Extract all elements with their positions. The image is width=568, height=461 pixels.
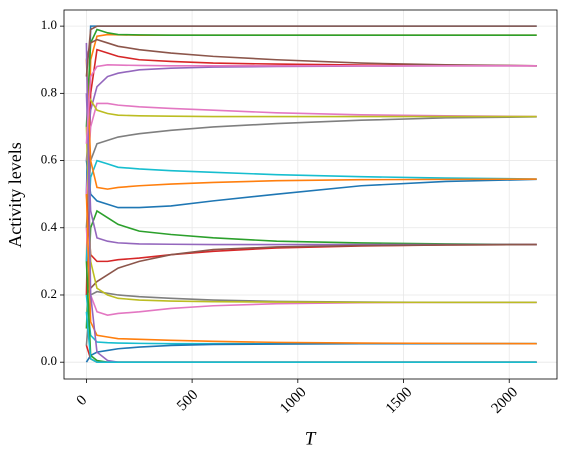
series-line	[85, 59, 537, 190]
series-line	[85, 243, 537, 296]
y-tick-label: 0.2	[41, 286, 57, 301]
series-line	[85, 25, 537, 77]
x-tick-label: 500	[174, 387, 201, 414]
series-line	[85, 345, 537, 363]
y-tick-label: 0.0	[41, 353, 57, 368]
x-tick-label: 1000	[277, 384, 310, 417]
plot-frame	[63, 9, 558, 380]
series-line	[85, 42, 537, 363]
series-line	[85, 116, 537, 228]
series-line	[85, 342, 537, 363]
series-line	[85, 290, 537, 346]
y-tick-label: 0.8	[41, 84, 57, 99]
x-tick-label: 0	[74, 392, 91, 409]
series-line	[85, 126, 537, 304]
series-line	[85, 92, 537, 118]
series-line	[85, 160, 537, 209]
y-axis-label: Activity levels	[5, 142, 25, 247]
x-tick-label: 1500	[383, 384, 416, 417]
series-line	[85, 311, 537, 363]
y-tick-label: 0.6	[41, 152, 58, 167]
series-line	[85, 194, 537, 345]
series-line	[85, 159, 537, 262]
series-line	[85, 63, 537, 144]
y-tick-label: 1.0	[41, 17, 57, 32]
x-tick-label: 2000	[489, 384, 522, 417]
y-tick-label: 0.4	[41, 219, 58, 234]
series-line	[85, 209, 537, 329]
x-axis-label: T	[305, 428, 317, 449]
series-line	[85, 93, 537, 246]
series-line	[85, 28, 537, 127]
series-line	[85, 38, 537, 67]
